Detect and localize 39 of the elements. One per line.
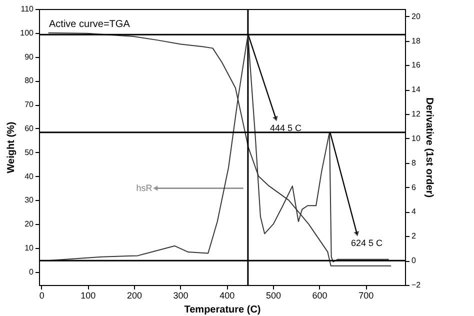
y-tick-label: 110 bbox=[20, 4, 34, 14]
y-axis-title: Weight (%) bbox=[6, 122, 18, 174]
y2-tick-label: 4 bbox=[412, 207, 416, 216]
y2-tick-label: 10 bbox=[412, 134, 421, 143]
y-tick-label: 50 bbox=[24, 148, 34, 157]
y-tick-label: 60 bbox=[24, 124, 34, 133]
y2-tick-label: 16 bbox=[412, 60, 421, 70]
y2-tick-label: 14 bbox=[412, 85, 421, 94]
y2-tick-label: 20 bbox=[412, 12, 421, 21]
x-tick-label: 300 bbox=[173, 290, 188, 300]
y2-tick-label: −2 bbox=[412, 280, 422, 290]
y2-tick-label: 12 bbox=[412, 110, 421, 119]
y2-tick-label: 18 bbox=[412, 36, 421, 46]
x-tick-label: 400 bbox=[220, 290, 235, 300]
annotation: Active curve=TGA bbox=[49, 19, 130, 30]
y-tick-label: 100 bbox=[20, 28, 34, 38]
y-tick-label: 70 bbox=[24, 100, 34, 110]
x-tick-label: 500 bbox=[266, 290, 281, 300]
y-tick-label: 0 bbox=[29, 267, 34, 276]
x-tick-label: 200 bbox=[126, 290, 142, 300]
y-tick-label: 10 bbox=[24, 243, 34, 252]
y2-axis-title: Derivative (1st order) bbox=[424, 97, 435, 198]
x-tick-label: 0 bbox=[39, 290, 44, 300]
annotation: 624 5 C bbox=[351, 238, 384, 248]
y2-tick-label: 0 bbox=[412, 256, 416, 266]
x-tick-label: 100 bbox=[80, 290, 96, 300]
y-tick-label: 80 bbox=[24, 76, 34, 86]
annotation: hsR bbox=[136, 183, 153, 194]
x-tick-label: 700 bbox=[358, 290, 374, 300]
y-tick-label: 90 bbox=[24, 52, 34, 62]
y2-tick-label: 8 bbox=[412, 158, 416, 168]
y-tick-label: 40 bbox=[24, 172, 34, 181]
y2-tick-label: 6 bbox=[412, 182, 416, 192]
y-tick-label: 30 bbox=[24, 196, 34, 205]
y2-tick-label: 2 bbox=[412, 232, 416, 241]
x-tick-label: 600 bbox=[312, 290, 328, 300]
y-tick-label: 20 bbox=[24, 220, 34, 229]
x-axis-title: Temperature (C) bbox=[184, 304, 261, 316]
annotation: 444 5 C bbox=[270, 122, 302, 133]
